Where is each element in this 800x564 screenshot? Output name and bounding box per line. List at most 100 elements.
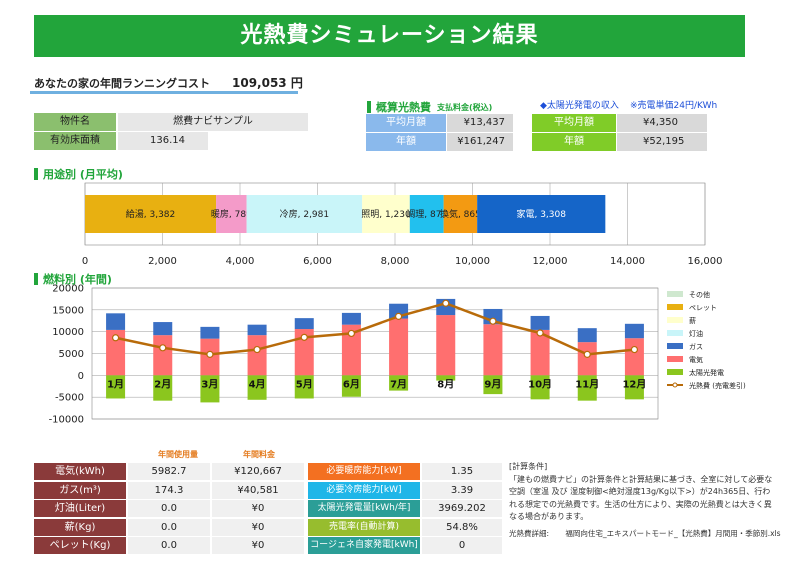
x-tick-label: 14,000	[610, 256, 645, 267]
section-marker	[34, 273, 38, 285]
file-line: 光熱費詳細: 福岡向住宅_エキスパートモード_【光熱費】月間用・季節別.xls	[509, 528, 781, 539]
electricity-bar	[389, 318, 409, 376]
electricity-bar	[530, 329, 550, 376]
notes: [計算条件] 「建もの燃費ナビ」の計算条件と計算結果に基づき、全室に対して必要な…	[509, 461, 777, 524]
solar-bar	[200, 375, 220, 403]
electricity-bar	[436, 315, 456, 376]
usage-bar-segment	[216, 195, 247, 233]
x-tick-label: 10,000	[455, 256, 490, 267]
fuel-chart: -10000 -5000 0 5000 10000 15000 20000 1月 2月 3月 4月 5…	[49, 284, 746, 426]
month-label: 11月	[575, 378, 599, 390]
usage-bar-segment	[443, 195, 478, 233]
fuel-row-label: 薪(Kg)	[34, 518, 126, 536]
legend-swatch	[667, 304, 683, 310]
fuel-row-cost: ¥0	[212, 518, 304, 536]
x-tick-label: 12,000	[533, 256, 568, 267]
solar-bar	[436, 375, 456, 381]
gas-bar	[577, 328, 597, 343]
fuel-row-usage: 0.0	[128, 500, 210, 517]
net-cost-point	[442, 299, 450, 307]
gas-bar	[247, 324, 267, 336]
solar-annual-label: 年額	[532, 133, 616, 151]
fuel-row-cost: ¥40,581	[212, 481, 304, 499]
month-label: 4月	[249, 378, 266, 390]
net-cost-point	[111, 334, 120, 342]
net-cost-point	[206, 350, 214, 358]
net-cost-point	[630, 345, 639, 354]
legend-label: ガス	[689, 342, 703, 351]
gas-bar	[341, 312, 361, 325]
notes-body: 「建もの燃費ナビ」の計算条件と計算結果に基づき、全室に対して必要な空調（室温 及…	[509, 474, 773, 522]
fuel-row-label: ガス(m³)	[34, 481, 126, 499]
solar-monthly-value: ¥4,350	[617, 114, 707, 132]
legend-label: ペレット	[689, 304, 717, 312]
capacity-value: 3.39	[422, 481, 502, 499]
solar-annual-value: ¥52,195	[617, 133, 707, 151]
legend-swatch	[667, 330, 683, 336]
summary-subheading: 支払料金(税込)	[437, 103, 493, 112]
legend-swatch	[667, 317, 683, 323]
legend-swatch	[667, 356, 683, 362]
month-label: 9月	[484, 378, 501, 390]
property-label: 物件名	[34, 113, 116, 131]
usage-bar-segment	[362, 195, 410, 233]
y-tick-label: 0	[78, 371, 84, 382]
month-label: 2月	[154, 378, 171, 390]
electricity-bar	[294, 329, 314, 376]
month-label: 8月	[437, 378, 454, 390]
usage-chart: 0 2,000 4,000 6,000 8,000 10,000 12,000 14,000 1…	[82, 182, 723, 267]
col-usage-header: 年間使用量	[158, 450, 198, 459]
area-value: 136.14	[118, 132, 208, 150]
usage-data-label: 照明, 1,230	[361, 209, 411, 220]
monthly-avg-label: 平均月額	[366, 114, 446, 132]
net-cost-line	[115, 301, 635, 356]
solar-heading: ◆太陽光発電の収入	[540, 101, 619, 111]
usage-bar-segment	[409, 195, 444, 233]
fuel-row-cost: ¥120,667	[212, 463, 304, 480]
month-label: 3月	[201, 378, 218, 390]
notes-heading: [計算条件]	[509, 462, 548, 471]
page-title: 光熱費シミュレーション結果	[34, 15, 745, 57]
legend-swatch	[667, 369, 683, 375]
net-cost-point	[253, 345, 261, 354]
month-label: 6月	[343, 378, 360, 390]
month-label: 1月	[107, 378, 124, 390]
usage-data-label: 給湯, 3,382	[126, 208, 176, 220]
usage-data-label: 暖房, 789	[211, 208, 252, 220]
usage-bar-segment	[85, 195, 217, 233]
y-tick-label: 5000	[59, 349, 84, 360]
capacity-label: 必要暖房能力[kW]	[308, 463, 420, 480]
y-tick-label: 15000	[52, 305, 84, 316]
gas-bar	[153, 322, 173, 336]
section-marker	[367, 101, 371, 113]
fuel-row-usage: 0.0	[128, 537, 210, 554]
capacity-label: コージェネ自家発電[kWh]	[308, 537, 420, 554]
fuel-row-label: 電気(kWh)	[34, 463, 126, 480]
x-tick-label: 2,000	[148, 256, 177, 267]
y-tick-label: 20000	[52, 284, 84, 295]
month-label: 7月	[390, 378, 407, 390]
solar-bar	[247, 375, 267, 400]
net-cost-point	[536, 329, 544, 337]
annual-label: 年額	[366, 133, 446, 151]
property-value: 燃費ナビサンプル	[118, 113, 308, 131]
x-tick-label: 16,000	[688, 256, 723, 267]
fuel-row-cost: ¥0	[212, 537, 304, 554]
capacity-label: 太陽光発電量[kWh/年]	[308, 500, 420, 517]
x-tick-label: 4,000	[226, 256, 255, 267]
electricity-bar	[624, 338, 644, 376]
fuel-row-label: 灯油(Liter)	[34, 500, 126, 517]
gas-bar	[530, 315, 550, 330]
fuel-row-usage: 5982.7	[128, 463, 210, 480]
solar-bar	[530, 375, 550, 400]
solar-bar	[341, 375, 361, 397]
y-tick-label: -10000	[49, 415, 84, 426]
capacity-value: 1.35	[422, 463, 502, 480]
fuel-row-usage: 0.0	[128, 518, 210, 536]
usage-data-label: 家電, 3,308	[516, 208, 566, 220]
legend-label: 光熱費 (売電差引)	[689, 381, 746, 390]
usage-data-label: 冷房, 2,981	[280, 208, 330, 220]
gas-bar	[436, 298, 456, 316]
net-cost-point	[489, 317, 497, 325]
